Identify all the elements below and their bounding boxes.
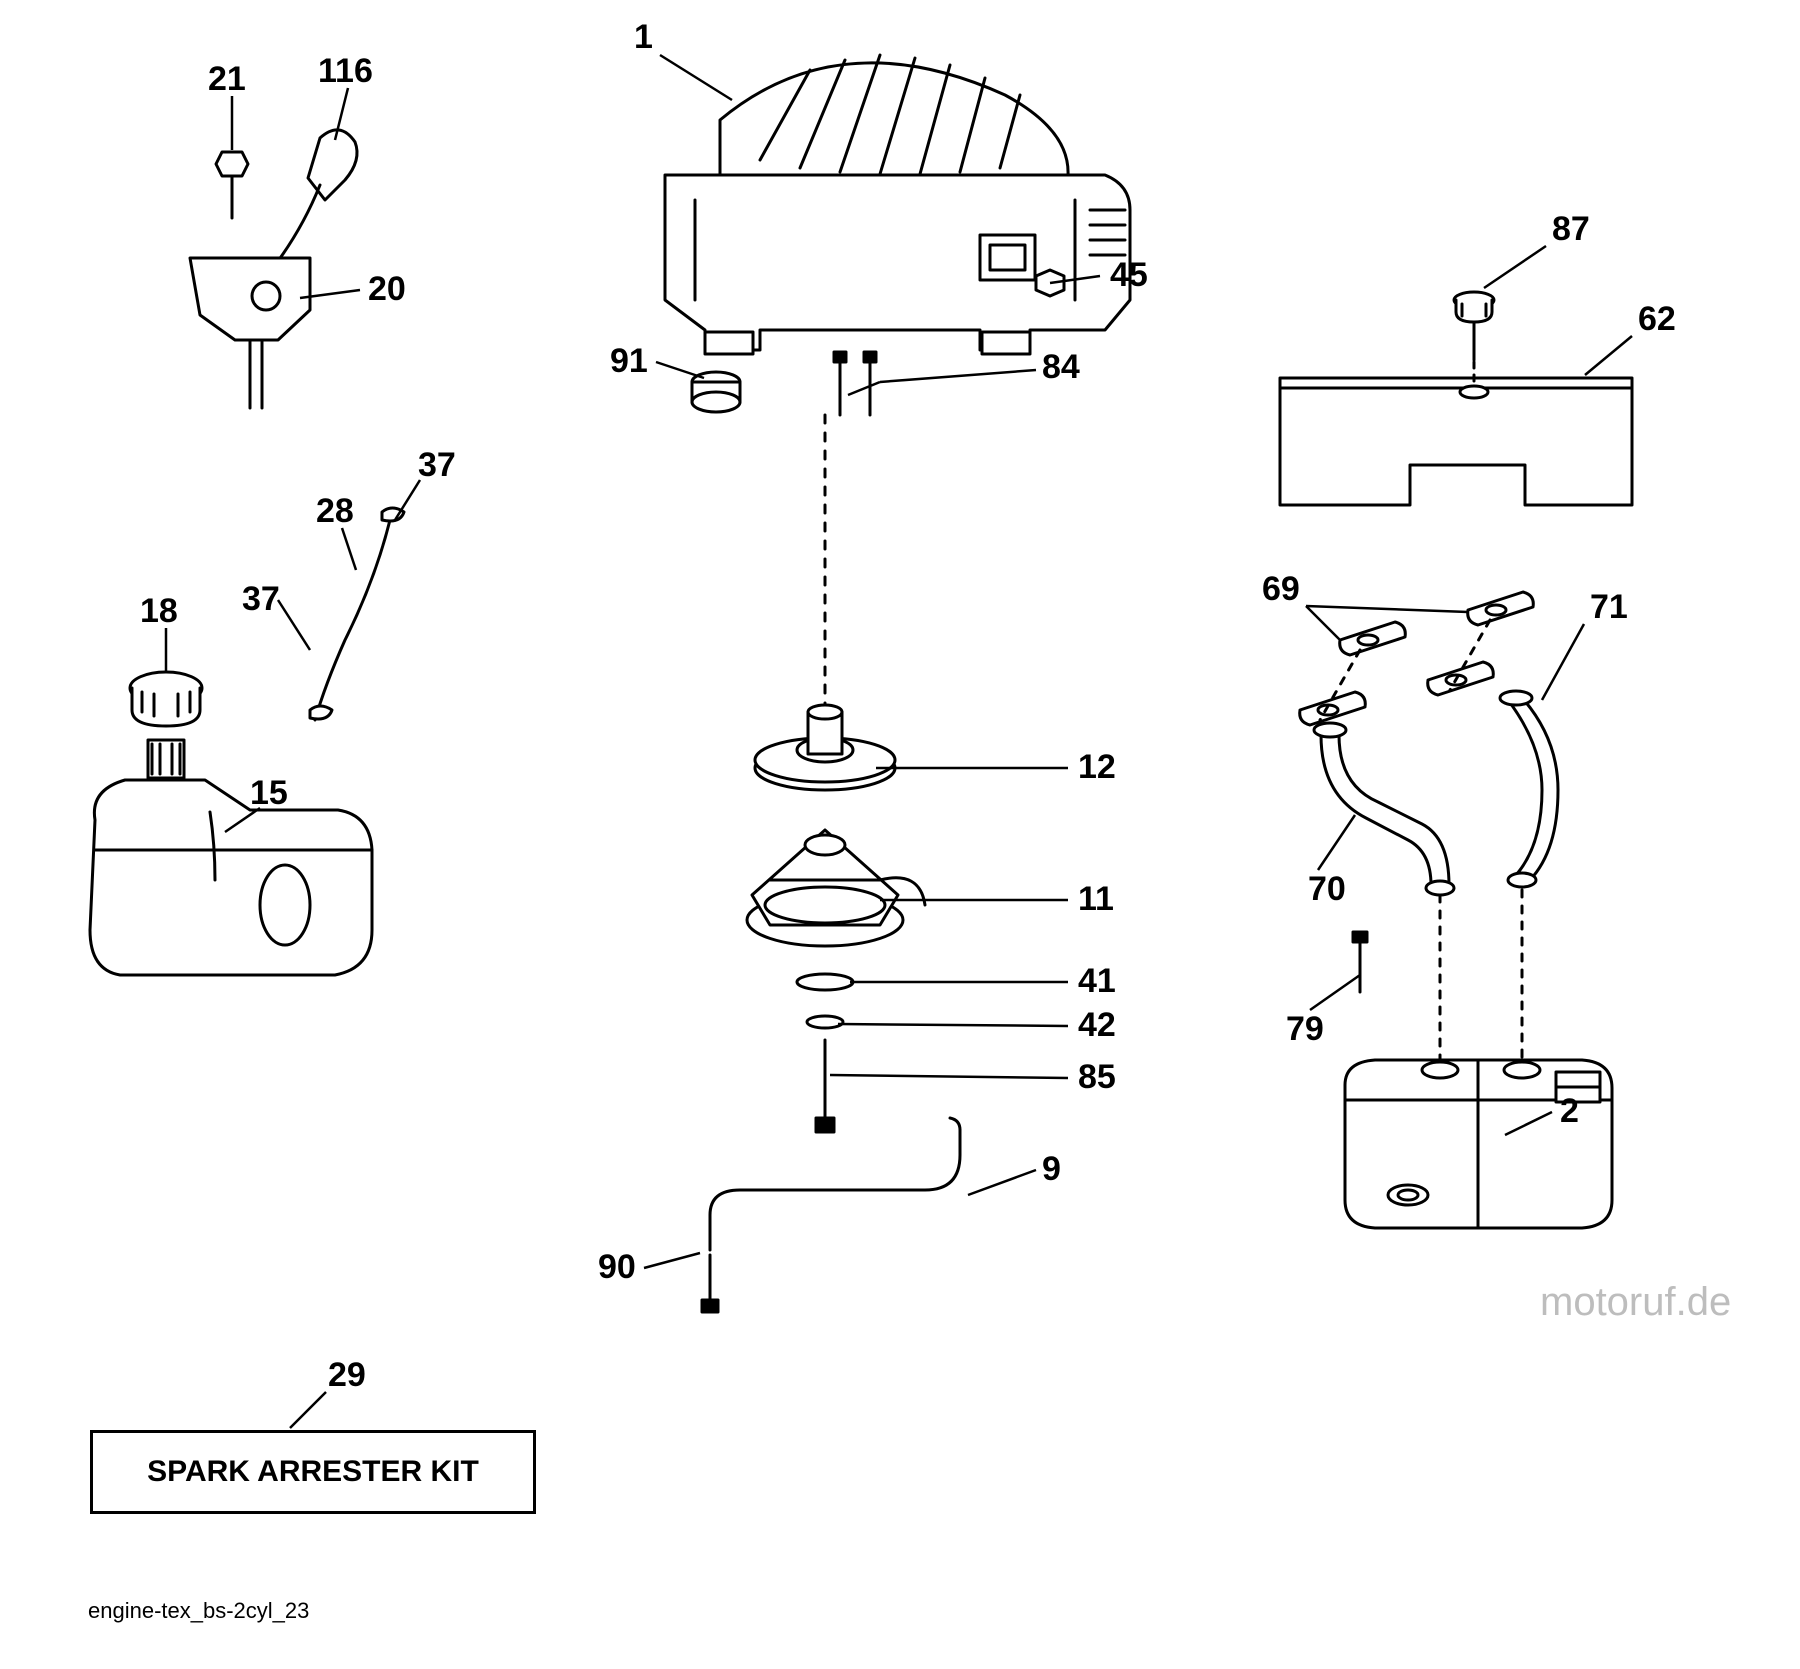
- label-2: 2: [1560, 1092, 1579, 1131]
- label-1: 1: [634, 18, 653, 57]
- label-84: 84: [1042, 348, 1080, 387]
- leader-84: [880, 370, 1036, 382]
- label-87: 87: [1552, 210, 1590, 249]
- label-45: 45: [1110, 256, 1148, 295]
- leader-1: [660, 55, 732, 100]
- leader-2: [1505, 1112, 1552, 1135]
- label-37a: 37: [418, 446, 456, 485]
- label-42: 42: [1078, 1006, 1116, 1045]
- label-18: 18: [140, 592, 178, 631]
- spark-arrester-kit-label: SPARK ARRESTER KIT: [147, 1455, 479, 1489]
- leader-90: [644, 1253, 700, 1268]
- leader-29: [290, 1392, 326, 1428]
- leader-69a: [1306, 606, 1340, 640]
- label-116: 116: [318, 52, 373, 91]
- label-85: 85: [1078, 1058, 1116, 1097]
- leader-28: [342, 528, 356, 570]
- label-69: 69: [1262, 570, 1300, 609]
- leader-79: [1310, 975, 1360, 1010]
- label-91: 91: [610, 342, 648, 381]
- label-21: 21: [208, 60, 246, 99]
- diagram-canvas: 1 21 116 20 37 28 37 18 15 45 91 84 87 6…: [0, 0, 1800, 1669]
- drawing-id-footer: engine-tex_bs-2cyl_23: [88, 1598, 309, 1624]
- leader-87: [1484, 246, 1546, 288]
- label-28: 28: [316, 492, 354, 531]
- label-41: 41: [1078, 962, 1116, 1001]
- label-29: 29: [328, 1356, 366, 1395]
- label-15: 15: [250, 774, 288, 813]
- leader-62: [1585, 336, 1632, 375]
- leader-20: [300, 290, 360, 298]
- leader-84b: [848, 382, 880, 395]
- leader-85: [830, 1075, 1068, 1078]
- label-90: 90: [598, 1248, 636, 1287]
- label-70: 70: [1308, 870, 1346, 909]
- leader-9: [968, 1170, 1036, 1195]
- leader-69b: [1306, 606, 1468, 612]
- label-20: 20: [368, 270, 406, 309]
- label-62: 62: [1638, 300, 1676, 339]
- label-12: 12: [1078, 748, 1116, 787]
- leader-71: [1542, 624, 1584, 700]
- leader-70: [1318, 815, 1355, 870]
- leader-91: [656, 362, 704, 378]
- leader-37b: [278, 600, 310, 650]
- leader-116: [335, 88, 348, 140]
- label-79: 79: [1286, 1010, 1324, 1049]
- label-11: 11: [1078, 880, 1114, 919]
- spark-arrester-kit-box: SPARK ARRESTER KIT: [90, 1430, 536, 1514]
- label-71: 71: [1590, 588, 1628, 627]
- leader-37a: [395, 480, 420, 520]
- leader-lines-layer: [0, 0, 1800, 1669]
- label-9: 9: [1042, 1150, 1061, 1189]
- leader-45: [1050, 276, 1100, 283]
- label-37b: 37: [242, 580, 280, 619]
- watermark-text: motoruf.de: [1540, 1280, 1731, 1325]
- leader-42: [838, 1024, 1068, 1026]
